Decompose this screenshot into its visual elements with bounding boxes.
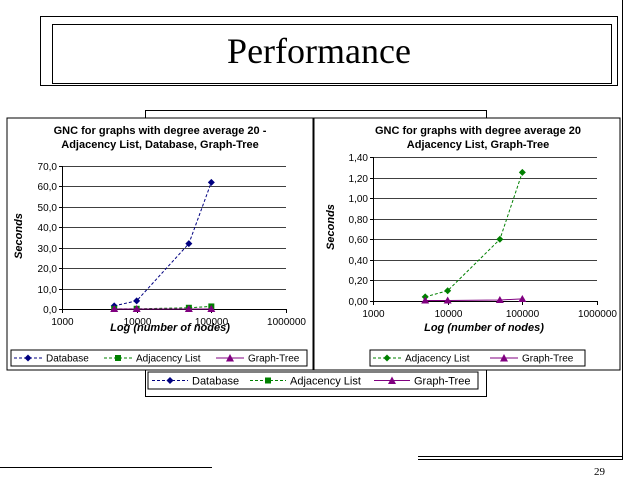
data-point-graph-tree [421,296,430,304]
chart-right-ylabel: Seconds [325,204,337,250]
data-point-adjacency-list [518,168,526,176]
chart-right-legend-label: Adjacency List [405,354,470,365]
bottom-legend-item-adjacency: Adjacency List [250,376,361,388]
triangle-marker-icon [500,354,508,362]
y-tick-label: 1,20 [349,174,369,185]
chart-right-title-line2: Adjacency List, Graph-Tree [407,139,549,151]
data-point-graph-tree [110,304,119,312]
y-tick-label: 50,0 [38,203,58,214]
chart-left-legend [10,349,308,367]
y-tick-label: 1,00 [349,194,369,205]
square-marker-icon [265,377,271,384]
series-line-database [114,182,212,307]
data-point-graph-tree [184,304,193,312]
triangle-marker-icon [388,376,396,384]
chart-left: GNC for graphs with degree average 20 - … [6,117,314,371]
bottom-legend-label: Adjacency List [290,376,361,388]
page-number: 29 [594,466,605,478]
diamond-marker-icon [166,377,174,384]
y-tick-label: 30,0 [38,244,58,255]
chart-right-frame [313,117,621,371]
chart-right-plot: 0,00 0,20 0,40 0,60 0,80 1,00 1,20 1,40 1000 1000… [349,153,618,320]
bottom-legend-label: Graph-Tree [414,376,470,388]
y-tick-label: 20,0 [38,264,58,275]
chart-left-title-line1: GNC for graphs with degree average 20 - [54,125,267,137]
x-tick-label: 1000 [51,317,74,328]
y-tick-label: 0,00 [349,297,369,308]
y-tick-label: 0,40 [349,256,369,267]
diamond-marker-icon [24,354,32,362]
chart-left-legend-item-database: Database [14,354,89,365]
data-point-graph-tree [443,296,452,304]
chart-left-plot: 0,0 10,0 20,0 30,0 40,0 50,0 60,0 70,0 1000 10000… [38,162,307,328]
data-point-graph-tree [518,294,527,302]
chart-left-frame [6,117,314,371]
data-point-graph-tree [207,304,216,312]
chart-right-title-line1: GNC for graphs with degree average 20 [375,125,581,137]
chart-right-xlabel: Log (number of nodes) [424,322,544,334]
data-point-graph-tree [132,304,141,312]
square-marker-icon [115,355,121,361]
chart-left-title-line2: Adjacency List, Database, Graph-Tree [61,139,258,151]
chart-left-xlabel: Log (number of nodes) [110,322,230,334]
y-tick-label: 10,0 [38,285,58,296]
x-tick-label: 10000 [124,317,152,328]
bottom-legend-frame [147,371,479,390]
x-tick-label: 10000 [435,309,463,320]
bottom-legend: Database Adjacency List Graph-Tree [147,371,479,390]
title-frame-inner [52,24,612,84]
bottom-legend-label: Database [192,376,239,388]
chart-right-legend-item-graphtree: Graph-Tree [490,354,574,365]
series-line-graph-tree [425,298,523,301]
y-tick-label: 40,0 [38,223,58,234]
data-point-graph-tree [495,295,504,303]
chart-right: GNC for graphs with degree average 20 Ad… [313,117,621,371]
chart-right-legend-item-adjacency: Adjacency List [373,354,470,365]
y-tick-label: 60,0 [38,182,58,193]
y-tick-label: 0,0 [43,305,57,316]
bottom-legend-item-database: Database [152,376,239,388]
bottom-legend-item-graphtree: Graph-Tree [374,376,470,388]
data-point-adjacency-list [496,235,504,243]
data-point-database [185,240,193,248]
diamond-marker-icon [383,354,391,362]
series-line-adjacency-list [425,172,523,298]
y-tick-label: 0,60 [349,235,369,246]
y-tick-label: 0,80 [349,215,369,226]
chart-left-legend-label: Database [46,354,89,365]
chart-right-legend [369,349,586,367]
x-tick-label: 1000 [362,309,385,320]
y-tick-label: 1,40 [349,153,369,164]
x-tick-label: 100000 [506,309,540,320]
x-tick-label: 100000 [195,317,229,328]
y-tick-label: 0,20 [349,276,369,287]
chart-left-legend-item-graphtree: Graph-Tree [216,354,300,365]
x-tick-label: 1000000 [578,309,617,320]
chart-left-legend-label: Graph-Tree [248,354,300,365]
data-point-adjacency-list [444,287,452,295]
x-tick-label: 1000000 [267,317,306,328]
chart-left-legend-item-adjacency: Adjacency List [104,354,201,365]
y-tick-label: 70,0 [38,162,58,173]
triangle-marker-icon [226,354,234,362]
slide-title: Performance [227,31,411,71]
data-point-database [133,297,141,305]
chart-right-legend-label: Graph-Tree [522,354,574,365]
chart-left-legend-label: Adjacency List [136,354,201,365]
data-point-database [207,178,215,186]
chart-left-ylabel: Seconds [13,213,25,259]
